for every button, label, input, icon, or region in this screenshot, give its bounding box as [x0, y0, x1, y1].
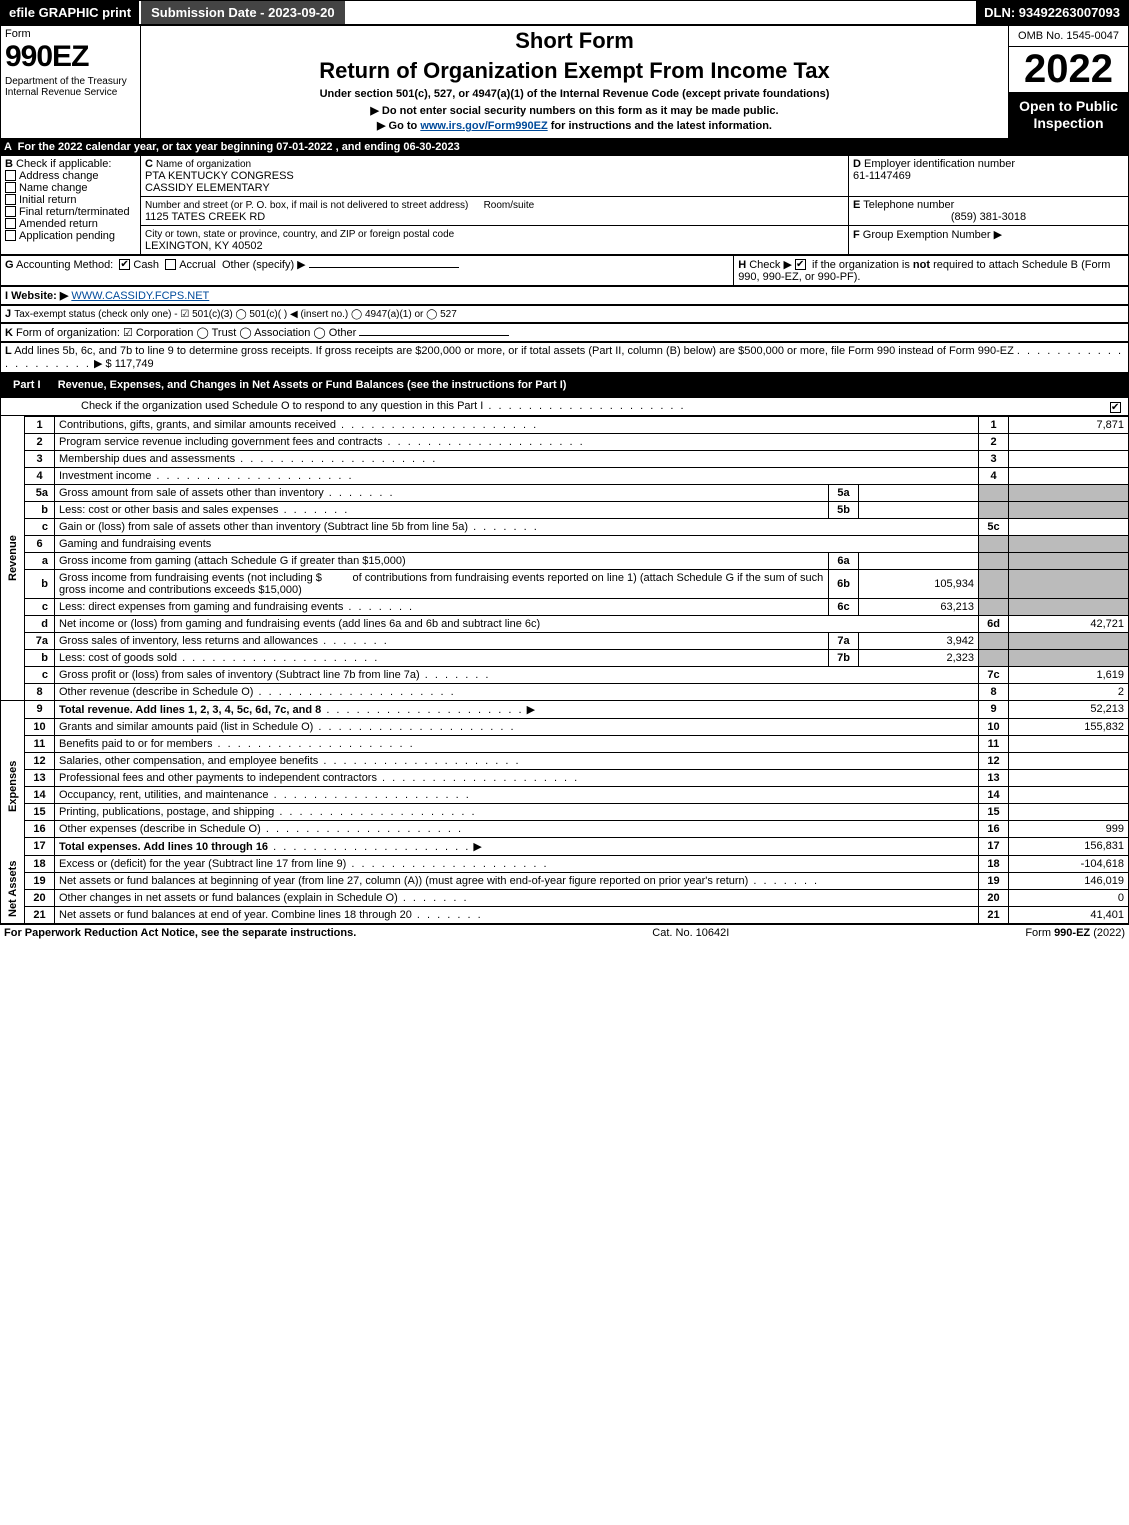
chk-amended-return[interactable] — [5, 218, 16, 229]
gh-table: G Accounting Method: Cash Accrual Other … — [0, 255, 1129, 286]
k-text: Form of organization: ☑ Corporation ◯ Tr… — [16, 327, 356, 339]
line18-amount: -104,618 — [1009, 855, 1129, 872]
part1-check-row: Check if the organization used Schedule … — [1, 397, 1129, 415]
line20-amount: 0 — [1009, 889, 1129, 906]
section-i: I Website: ▶ WWW.CASSIDY.FCPS.NET — [1, 286, 1129, 304]
year-cell: 2022 Open to Public Inspection — [1009, 47, 1129, 139]
section-b: B Check if applicable: Address change Na… — [1, 155, 141, 254]
chk-final-return[interactable] — [5, 206, 16, 217]
footer-right: Form 990-EZ (2022) — [1025, 927, 1125, 939]
line6d-amount: 42,721 — [1009, 615, 1129, 632]
section-k: K Form of organization: ☑ Corporation ◯ … — [1, 323, 1129, 341]
dept-treasury: Department of the Treasury Internal Reve… — [5, 76, 136, 98]
tax-year: 2022 — [1009, 47, 1128, 92]
form-word: Form — [5, 28, 136, 40]
j-text: Tax-exempt status (check only one) - ☑ 5… — [14, 309, 457, 320]
header-center: Short Form Return of Organization Exempt… — [141, 26, 1009, 139]
section-l: L Add lines 5b, 6c, and 7b to line 9 to … — [1, 342, 1129, 372]
part1-title: Revenue, Expenses, and Changes in Net As… — [58, 379, 567, 391]
irs-link[interactable]: www.irs.gov/Form990EZ — [420, 120, 547, 132]
section-a-text: For the 2022 calendar year, or tax year … — [18, 141, 460, 153]
netassets-vert-label: Net Assets — [1, 855, 25, 923]
part1-label: Part I — [5, 376, 49, 394]
form-id-cell: Form 990EZ Department of the Treasury In… — [1, 26, 141, 139]
org-info-table: B Check if applicable: Address change Na… — [0, 155, 1129, 255]
open-public: Open to Public Inspection — [1009, 92, 1128, 138]
no-ssn-note: ▶ Do not enter social security numbers o… — [145, 104, 1004, 117]
line10-amount: 155,832 — [1009, 718, 1129, 735]
revenue-vert-label: Revenue — [1, 416, 25, 700]
part1-header: Part I Revenue, Expenses, and Changes in… — [1, 373, 1129, 396]
return-title: Return of Organization Exempt From Incom… — [145, 58, 1004, 84]
omb-cell: OMB No. 1545-0047 — [1009, 26, 1129, 47]
city-state-zip: LEXINGTON, KY 40502 — [145, 240, 263, 252]
section-c-name: C Name of organization PTA KENTUCKY CONG… — [141, 155, 849, 196]
telephone: (859) 381-3018 — [853, 211, 1124, 223]
goto-note: ▶ Go to www.irs.gov/Form990EZ for instru… — [145, 119, 1004, 132]
org-name-2: CASSIDY ELEMENTARY — [145, 182, 270, 194]
section-a: A For the 2022 calendar year, or tax yea… — [0, 139, 1129, 155]
chk-cash[interactable] — [119, 259, 130, 270]
page-footer: For Paperwork Reduction Act Notice, see … — [0, 924, 1129, 941]
omb-number: OMB No. 1545-0047 — [1013, 28, 1124, 44]
section-c-city: City or town, state or province, country… — [141, 225, 849, 254]
footer-center: Cat. No. 10642I — [652, 927, 729, 939]
efile-print-label[interactable]: efile GRAPHIC print — [1, 1, 139, 24]
section-e: E Telephone number (859) 381-3018 — [849, 196, 1129, 225]
part1-lines: Revenue 1 Contributions, gifts, grants, … — [0, 416, 1129, 924]
chk-address-change[interactable] — [5, 170, 16, 181]
form-number: 990EZ — [5, 40, 136, 74]
section-d: D Employer identification number 61-1147… — [849, 155, 1129, 196]
section-g: G Accounting Method: Cash Accrual Other … — [1, 255, 734, 285]
section-c-street: Number and street (or P. O. box, if mail… — [141, 196, 849, 225]
ein: 61-1147469 — [853, 170, 911, 182]
b-label: Check if applicable: — [16, 158, 111, 170]
h-text: Check ▶ if the organization is not requi… — [738, 259, 1110, 283]
line7b-val: 2,323 — [859, 649, 979, 666]
l-text: Add lines 5b, 6c, and 7b to line 9 to de… — [14, 345, 1014, 357]
line17-amount: 156,831 — [1009, 837, 1129, 855]
line1-amount: 7,871 — [1009, 416, 1129, 433]
top-bar: efile GRAPHIC print Submission Date - 20… — [0, 0, 1129, 25]
short-form-title: Short Form — [145, 28, 1004, 54]
line6b-val: 105,934 — [859, 569, 979, 598]
line9-amount: 52,213 — [1009, 700, 1129, 718]
org-name-1: PTA KENTUCKY CONGRESS — [145, 170, 294, 182]
line21-amount: 41,401 — [1009, 906, 1129, 923]
line16-amount: 999 — [1009, 820, 1129, 837]
street-address: 1125 TATES CREEK RD — [145, 211, 265, 223]
expenses-vert-label: Expenses — [1, 718, 25, 855]
chk-name-change[interactable] — [5, 182, 16, 193]
chk-application-pending[interactable] — [5, 230, 16, 241]
footer-left: For Paperwork Reduction Act Notice, see … — [4, 927, 356, 939]
line7a-val: 3,942 — [859, 632, 979, 649]
part1-check-text: Check if the organization used Schedule … — [81, 400, 483, 412]
website-link[interactable]: WWW.CASSIDY.FCPS.NET — [71, 290, 209, 302]
line8-amount: 2 — [1009, 683, 1129, 700]
section-f: F Group Exemption Number ▶ — [849, 225, 1129, 254]
l-amount: ▶ $ 117,749 — [94, 358, 154, 370]
chk-initial-return[interactable] — [5, 194, 16, 205]
chk-schedule-o-part1[interactable] — [1110, 402, 1121, 413]
line19-amount: 146,019 — [1009, 872, 1129, 889]
under-section: Under section 501(c), 527, or 4947(a)(1)… — [145, 88, 1004, 100]
section-j: J Tax-exempt status (check only one) - ☑… — [1, 305, 1129, 322]
submission-date: Submission Date - 2023-09-20 — [139, 1, 345, 24]
form-header: Form 990EZ Department of the Treasury In… — [0, 25, 1129, 139]
line6c-val: 63,213 — [859, 598, 979, 615]
section-h: H Check ▶ if the organization is not req… — [734, 255, 1129, 285]
line7c-amount: 1,619 — [1009, 666, 1129, 683]
chk-accrual[interactable] — [165, 259, 176, 270]
dln-label: DLN: 93492263007093 — [976, 1, 1128, 24]
chk-schedule-b[interactable] — [795, 259, 806, 270]
